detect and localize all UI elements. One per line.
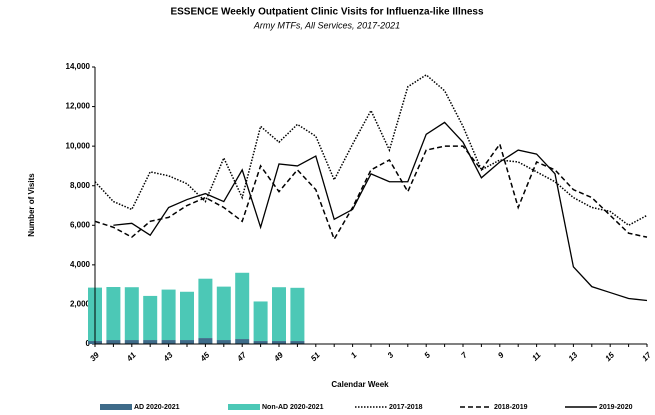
x-tick-label: 9 — [496, 350, 506, 360]
bar — [161, 289, 176, 341]
x-tick-label: 7 — [459, 350, 469, 360]
legend-label: 2017-2018 — [389, 404, 423, 411]
x-tick-label: 3 — [386, 350, 396, 360]
x-tick-label: 15 — [603, 350, 616, 363]
chart-subtitle: Army MTFs, All Services, 2017-2021 — [253, 20, 400, 30]
line — [113, 121, 648, 302]
y-tick-label: 12,000 — [66, 102, 91, 111]
bar — [143, 295, 158, 341]
bar — [124, 287, 139, 341]
bar — [235, 339, 250, 344]
x-tick-label: 43 — [161, 350, 175, 364]
bar — [198, 278, 213, 339]
bar — [180, 291, 194, 341]
y-tick-label: 10,000 — [66, 141, 91, 150]
chart-title: ESSENCE Weekly Outpatient Clinic Visits … — [170, 7, 483, 18]
x-tick-label: 51 — [309, 350, 322, 363]
line — [94, 142, 648, 241]
bar — [180, 340, 194, 344]
bar — [272, 287, 286, 342]
bar — [235, 272, 250, 340]
x-axis-label: Calendar Week — [331, 380, 389, 389]
y-tick-label: 6,000 — [70, 220, 91, 229]
x-tick-label: 17 — [640, 350, 653, 363]
bar — [106, 287, 121, 341]
bar — [161, 340, 176, 344]
bar — [216, 340, 231, 344]
bar — [198, 338, 213, 344]
x-tick-label: 5 — [423, 350, 433, 360]
x-tick-label: 47 — [235, 350, 249, 364]
y-tick-label: 14,000 — [66, 62, 91, 71]
y-tick-label: 2,000 — [70, 300, 91, 309]
y-tick-label: 4,000 — [70, 260, 91, 269]
x-tick-label: 41 — [124, 350, 138, 364]
legend-swatch — [100, 404, 132, 410]
line — [94, 73, 648, 227]
x-tick-label: 11 — [530, 350, 543, 363]
bar — [290, 287, 305, 342]
x-tick-label: 45 — [198, 350, 212, 364]
bar — [124, 340, 139, 344]
bar — [253, 341, 268, 344]
bar — [143, 340, 158, 344]
bar — [106, 340, 121, 344]
bar — [272, 341, 286, 344]
bar — [253, 301, 268, 342]
bar — [216, 286, 231, 341]
legend-swatch — [228, 404, 260, 410]
x-tick-label: 1 — [349, 350, 359, 360]
legend-label: 2019-2020 — [599, 404, 633, 411]
x-tick-label: 39 — [88, 350, 101, 363]
x-tick-label: 49 — [272, 350, 286, 364]
legend-label: Non-AD 2020-2021 — [262, 404, 324, 411]
x-tick-label: 13 — [567, 350, 580, 363]
y-tick-label: 8,000 — [70, 181, 91, 190]
legend-label: 2018-2019 — [494, 404, 528, 411]
y-axis-label: Number of Visits — [27, 173, 36, 237]
bar — [290, 341, 305, 344]
legend-label: AD 2020-2021 — [134, 404, 180, 411]
